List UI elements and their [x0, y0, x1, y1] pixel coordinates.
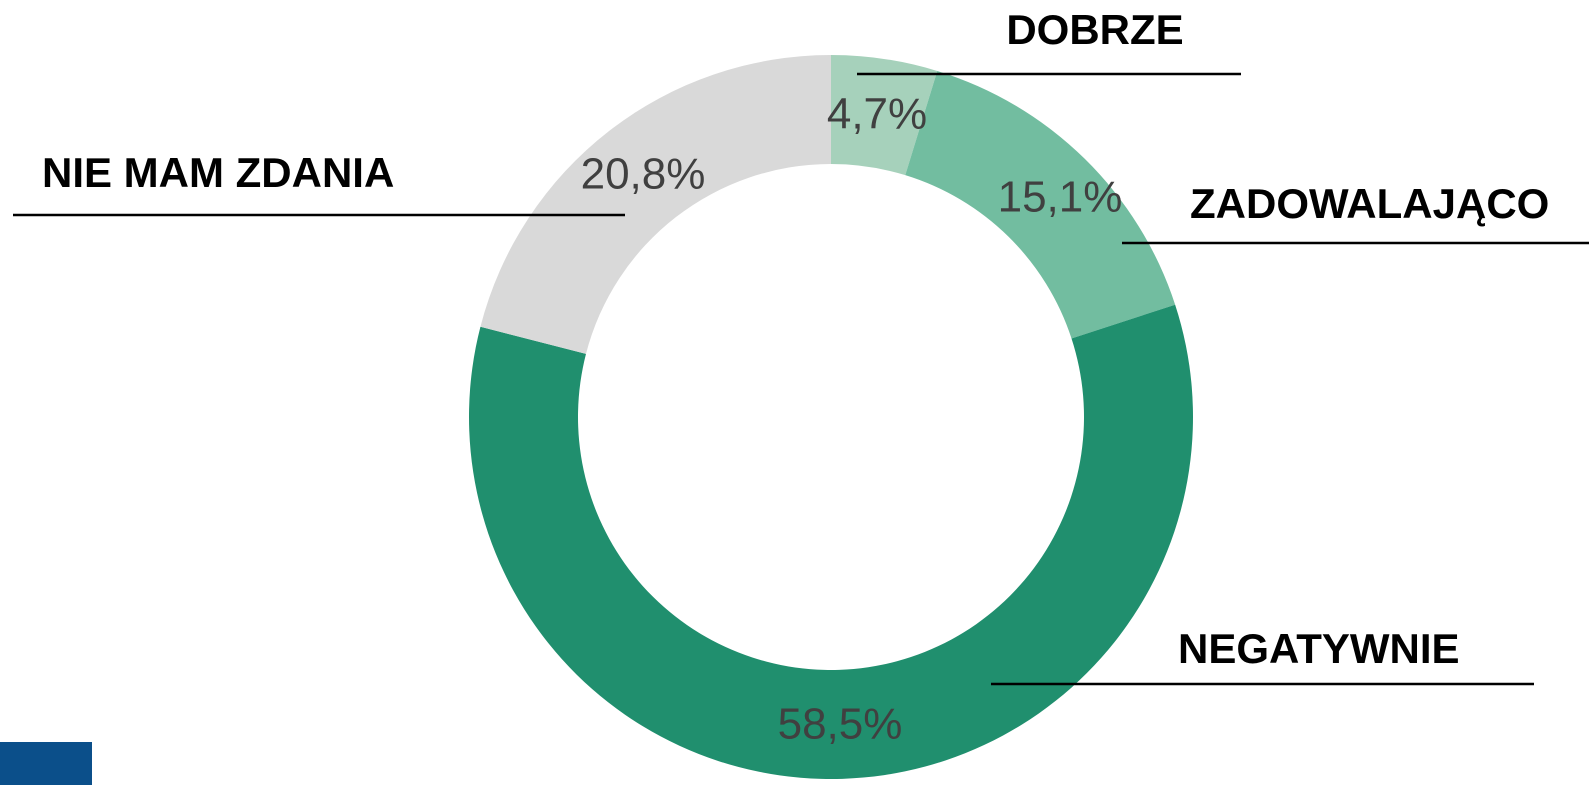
- category-label: NEGATYWNIE: [1178, 625, 1460, 672]
- value-label: 4,7%: [827, 90, 927, 139]
- donut-slice: [480, 55, 831, 354]
- category-label: ZADOWALAJĄCO: [1190, 180, 1549, 227]
- value-label: 58,5%: [778, 700, 903, 749]
- logo: [0, 742, 92, 785]
- category-label: NIE MAM ZDANIA: [42, 149, 394, 196]
- value-label: 15,1%: [998, 173, 1123, 222]
- donut-slice: [831, 55, 938, 176]
- donut-slice: [469, 304, 1194, 779]
- category-label: DOBRZE: [1006, 6, 1183, 53]
- value-label: 20,8%: [581, 150, 706, 199]
- donut-slice: [905, 70, 1176, 339]
